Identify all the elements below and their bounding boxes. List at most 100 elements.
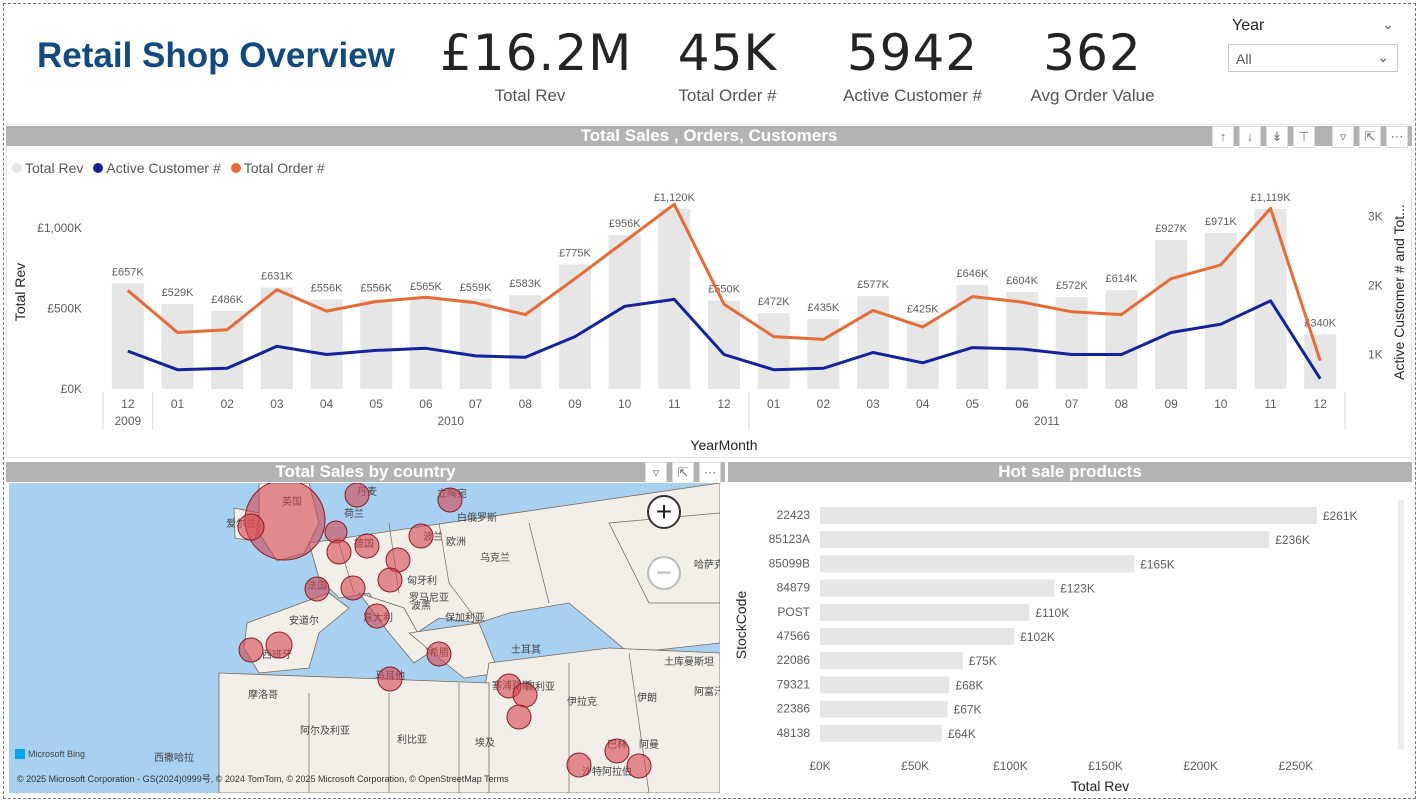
stockcode-label: 84879 — [777, 581, 811, 595]
country-sales-bubble — [340, 575, 366, 601]
focus-mode-icon[interactable]: ⇱ — [672, 462, 694, 484]
hot-products-chart[interactable]: 22423 £261K 85123A £236K 85099B £165K 84879 £12… — [728, 484, 1412, 800]
slicer-collapse-icon[interactable]: ⌄ — [1382, 16, 1394, 32]
bar-data-label: £68K — [955, 678, 983, 692]
x-tick-label: 01 — [767, 397, 781, 411]
rev-data-label: £614K — [1106, 273, 1138, 285]
year-slicer-dropdown[interactable]: All ⌄ — [1228, 44, 1398, 72]
x-tick-label: 06 — [1015, 397, 1029, 411]
map-place-label: 西撒哈拉 — [154, 751, 194, 764]
bar-data-label: £64K — [948, 727, 976, 741]
x-tick-label: 02 — [817, 397, 831, 411]
legend-item-orders[interactable]: Total Order # — [230, 160, 325, 176]
rev-data-label: £340K — [1304, 317, 1336, 329]
country-sales-bubble — [566, 752, 592, 778]
combo-chart-title: Total Sales , Orders, Customers — [6, 126, 1412, 146]
stockcode-label: 48138 — [777, 726, 811, 740]
year-slicer-title: Year — [1232, 17, 1265, 34]
drill-up-icon[interactable]: ↑ — [1212, 126, 1234, 148]
product-bar — [820, 628, 1015, 645]
country-sales-bubble — [265, 631, 293, 659]
map-place-label: 土耳其 — [511, 643, 541, 656]
country-sales-bubble — [437, 487, 463, 513]
more-options-icon[interactable]: ⋯ — [1386, 126, 1408, 148]
customers-line — [127, 297, 1322, 380]
more-options-icon[interactable]: ⋯ — [699, 462, 721, 484]
expand-hierarchy-icon[interactable]: ⊤ — [1293, 126, 1315, 148]
product-bar — [820, 555, 1135, 573]
x-tick-label: 05 — [370, 397, 384, 411]
map-place-label: 哈萨克 — [694, 558, 720, 571]
y2-tick-label: 1K — [1368, 348, 1383, 362]
product-bar — [820, 579, 1055, 597]
kpi-active-customers[interactable]: 5942 Active Customer # — [830, 22, 995, 106]
country-border — [528, 522, 550, 604]
year-label: 2011 — [1034, 414, 1060, 428]
rev-bar — [1155, 239, 1188, 389]
rev-data-label: £956K — [609, 218, 641, 230]
y-axis-title: Total Rev — [12, 263, 28, 321]
chevron-down-icon: ⌄ — [1377, 49, 1389, 65]
x-tick-label: 02 — [221, 397, 235, 411]
stockcode-label: 22386 — [777, 702, 811, 716]
rev-data-label: £565K — [410, 281, 442, 293]
rev-data-label: £927K — [1155, 223, 1187, 235]
legend-item-rev[interactable]: Total Rev — [12, 160, 83, 176]
kpi-value: 5942 — [846, 24, 979, 82]
legend-swatch — [12, 163, 22, 173]
rev-bar — [310, 299, 343, 389]
x-tick-label: 12 — [717, 397, 731, 411]
page-title: Retail Shop Overview — [37, 36, 395, 75]
next-level-icon[interactable]: ↡ — [1266, 126, 1288, 148]
map-place-label: 利比亚 — [397, 734, 427, 746]
zoom-in-button[interactable]: + — [647, 495, 681, 529]
x-tick-label: £50K — [901, 759, 929, 773]
kpi-label: Total Rev — [494, 86, 566, 105]
stockcode-label: POST — [777, 605, 810, 619]
combo-chart-visual[interactable] — [6, 124, 1412, 458]
country-border — [438, 522, 480, 624]
drill-down-icon[interactable]: ↓ — [1239, 126, 1261, 148]
map-place-label: 保加利亚 — [445, 611, 485, 624]
y-tick-label: £0K — [61, 382, 82, 396]
rev-bar — [558, 264, 591, 389]
rev-data-label: £556K — [311, 283, 343, 295]
filter-icon[interactable]: ▿ — [645, 462, 667, 484]
map-credit: © 2025 Microsoft Corporation - GS(2024)0… — [17, 774, 509, 784]
map-place-label: 波黑 — [411, 599, 431, 612]
country-sales-bubble — [408, 523, 434, 549]
map-place-label: 伊拉克 — [567, 695, 597, 708]
filter-icon[interactable]: ▿ — [1332, 126, 1354, 148]
zoom-out-button[interactable]: − — [647, 556, 681, 590]
rev-bar — [807, 319, 840, 389]
x-axis-title: Total Rev — [1071, 778, 1129, 794]
x-tick-label: 12 — [121, 397, 135, 411]
x-tick-label: 06 — [419, 397, 433, 411]
kpi-avg-order-value[interactable]: 362 Avg Order Value — [1010, 22, 1175, 106]
product-bar — [820, 531, 1270, 549]
stockcode-label: 85123A — [769, 532, 810, 546]
rev-data-label: £486K — [211, 294, 243, 306]
rev-bar — [409, 298, 442, 389]
kpi-label: Active Customer # — [843, 86, 982, 105]
focus-mode-icon[interactable]: ⇱ — [1359, 126, 1381, 148]
country-sales-bubble — [377, 666, 403, 692]
rev-data-label: £646K — [956, 268, 988, 280]
map-canvas: 英国爱尔兰欧洲白俄罗斯乌克兰波兰德国法国匈牙利罗马尼亚波黑保加利亚安道尔意大利西… — [154, 483, 720, 793]
bar-data-label: £261K — [1323, 509, 1358, 523]
x-tick-label: £250K — [1279, 759, 1314, 773]
kpi-total-orders[interactable]: 45K Total Order # — [645, 22, 810, 106]
kpi-total-rev[interactable]: £16.2M Total Rev — [440, 22, 631, 106]
y-tick-label: £1,000K — [37, 221, 82, 235]
y-axis-title: StockCode — [733, 591, 749, 660]
bar-data-label: £67K — [954, 703, 982, 717]
country-sales-map[interactable]: 英国爱尔兰欧洲白俄罗斯乌克兰波兰德国法国匈牙利罗马尼亚波黑保加利亚安道尔意大利西… — [9, 483, 720, 793]
x-tick-label: 03 — [866, 397, 880, 411]
legend-item-customers[interactable]: Active Customer # — [93, 160, 221, 176]
stockcode-label: 79321 — [777, 677, 811, 691]
rev-bar — [1204, 232, 1237, 389]
country-sales-bubble — [324, 520, 348, 544]
x-axis-title: YearMonth — [690, 437, 757, 453]
product-bar — [820, 676, 950, 694]
hot-products-title: Hot sale products — [728, 462, 1412, 482]
